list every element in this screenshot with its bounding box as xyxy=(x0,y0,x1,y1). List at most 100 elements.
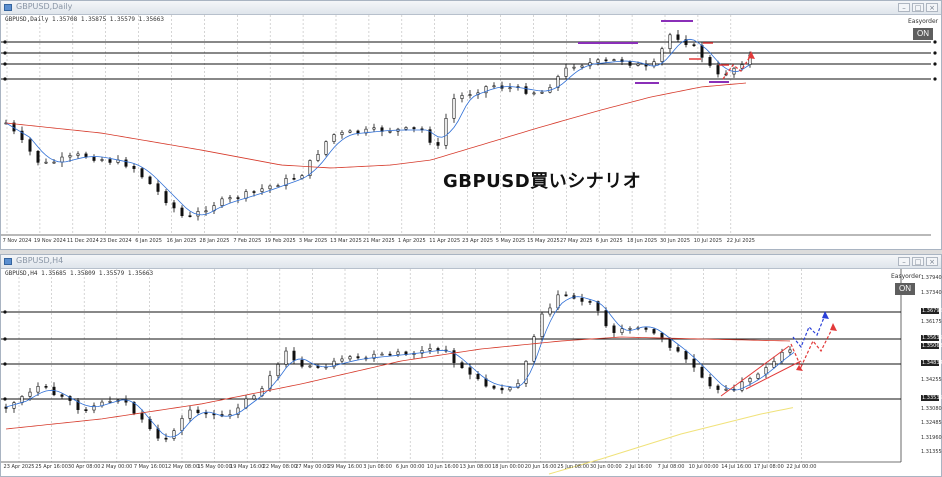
level-handle xyxy=(3,51,7,55)
candle-body xyxy=(596,59,600,63)
candle-body xyxy=(300,359,304,367)
date-tick-label: 2 May 00:00 xyxy=(101,464,133,470)
minimize-button[interactable]: – xyxy=(898,3,910,12)
date-tick-label: 21 Mar 2025 xyxy=(363,238,395,244)
candle-body xyxy=(588,62,592,67)
daily-chart-area[interactable]: GBPUSD,Daily 1.35708 1.35875 1.35579 1.3… xyxy=(1,15,941,249)
date-tick-label: 6 Jun 00:00 xyxy=(395,464,425,470)
date-tick-label: 7 May 16:00 xyxy=(133,464,165,470)
candle-body xyxy=(492,85,496,88)
level-handle xyxy=(3,310,7,314)
candle-body xyxy=(644,327,648,330)
candle-body xyxy=(500,387,504,391)
candle-body xyxy=(20,396,24,403)
date-tick-label: 25 Apr 16:00 xyxy=(35,464,68,470)
date-tick-label: 11 Dec 2024 xyxy=(66,238,99,244)
candle-body xyxy=(420,350,424,354)
candle-body xyxy=(548,307,552,315)
date-tick-label: 29 May 16:00 xyxy=(327,464,363,470)
candle-body xyxy=(252,395,256,400)
candle-body xyxy=(372,127,376,130)
date-tick-label: 6 Jan 2025 xyxy=(135,238,162,244)
candle-body xyxy=(532,92,536,95)
h4-chart-titlebar[interactable]: GBPUSD,H4 – □ × xyxy=(1,255,941,269)
chart-window-icon xyxy=(4,258,12,265)
scenario-arrow-path xyxy=(792,314,826,349)
date-tick-label: 19 May 16:00 xyxy=(230,464,265,470)
daily-chart-titlebar[interactable]: GBPUSD,Daily – □ × xyxy=(1,1,941,15)
candle-body xyxy=(452,350,456,363)
candle-body xyxy=(652,61,656,67)
date-tick-label: 19 Nov 2024 xyxy=(33,238,66,244)
maximize-button[interactable]: □ xyxy=(912,3,924,12)
candle-body xyxy=(180,207,184,217)
candle-body xyxy=(604,59,608,62)
candle-body xyxy=(484,378,488,387)
candle-body xyxy=(564,294,568,297)
candle-body xyxy=(92,405,96,411)
minimize-button[interactable]: – xyxy=(898,257,910,266)
candle-body xyxy=(260,188,264,192)
daily-ma-fast xyxy=(5,38,751,216)
h4-ea-on-button[interactable]: ON xyxy=(895,283,915,295)
candle-body xyxy=(436,348,440,351)
level-handle xyxy=(933,62,937,66)
date-tick-label: 22 May 08:00 xyxy=(262,464,297,470)
price-tick-label: 1.32485 xyxy=(921,420,942,426)
date-tick-label: 14 Jul 16:00 xyxy=(721,464,752,470)
candle-body xyxy=(252,191,256,193)
daily-price-chart[interactable] xyxy=(1,15,941,249)
candle-body xyxy=(372,353,376,359)
scenario-arrowhead xyxy=(796,365,803,371)
date-tick-label: 6 Jun 2025 xyxy=(595,238,623,244)
candle-body xyxy=(156,183,160,192)
candle-body xyxy=(428,129,432,143)
level-handle xyxy=(3,362,7,366)
candle-body xyxy=(332,134,336,142)
candle-body xyxy=(36,150,40,163)
candle-body xyxy=(28,139,32,152)
price-tick-label: 1.37340 xyxy=(921,289,942,296)
chart-window-icon xyxy=(4,4,12,11)
candle-body xyxy=(612,325,616,333)
candle-body xyxy=(292,178,296,180)
close-button[interactable]: × xyxy=(926,3,938,12)
date-tick-label: 1 Apr 2025 xyxy=(397,238,426,244)
daily-ea-on-button[interactable]: ON xyxy=(913,28,933,40)
h4-ma-slow xyxy=(5,336,791,430)
close-button[interactable]: × xyxy=(926,257,938,266)
daily-date-axis: 7 Nov 2024 19 Nov 2024 11 Dec 2024 23 Dec 2… xyxy=(1,238,911,247)
maximize-button[interactable]: □ xyxy=(912,257,924,266)
candle-body xyxy=(132,166,136,169)
price-tick-label: 1.36175 xyxy=(921,318,942,325)
date-tick-label: 7 Feb 2025 xyxy=(233,238,262,244)
scenario-arrowhead xyxy=(822,311,829,319)
candle-body xyxy=(676,347,680,352)
candle-body xyxy=(628,61,632,66)
date-tick-label: 25 Jun 08:00 xyxy=(557,464,590,470)
daily-grid xyxy=(6,15,732,235)
candle-body xyxy=(196,211,200,217)
candle-body xyxy=(444,118,448,146)
h4-price-chart[interactable] xyxy=(1,269,941,476)
candle-body xyxy=(380,353,384,356)
candle-body xyxy=(244,191,248,199)
candle-body xyxy=(692,358,696,368)
h4-chart-area[interactable]: GBPUSD,H4 1.35685 1.35809 1.35579 1.3566… xyxy=(1,269,942,476)
date-tick-label: 18 Jun 00:00 xyxy=(492,464,524,470)
candle-body xyxy=(428,348,432,351)
date-tick-label: 28 Jan 2025 xyxy=(199,238,230,244)
candle-body xyxy=(684,350,688,360)
candle-body xyxy=(636,63,640,66)
candle-body xyxy=(604,310,608,327)
candle-body xyxy=(764,367,768,375)
daily-ma-slow xyxy=(5,82,747,169)
candle-body xyxy=(28,391,32,397)
candle-body xyxy=(284,350,288,365)
candle-body xyxy=(660,332,664,339)
candle-body xyxy=(308,160,312,176)
h4-ma-fast xyxy=(5,296,795,438)
date-tick-label: 5 May 2025 xyxy=(495,238,526,244)
h4-chart-window[interactable]: GBPUSD,H4 – □ × GBPUSD,H4 1.35685 1.3580… xyxy=(0,254,942,477)
daily-chart-window[interactable]: GBPUSD,Daily – □ × GBPUSD,Daily 1.35708 … xyxy=(0,0,942,250)
